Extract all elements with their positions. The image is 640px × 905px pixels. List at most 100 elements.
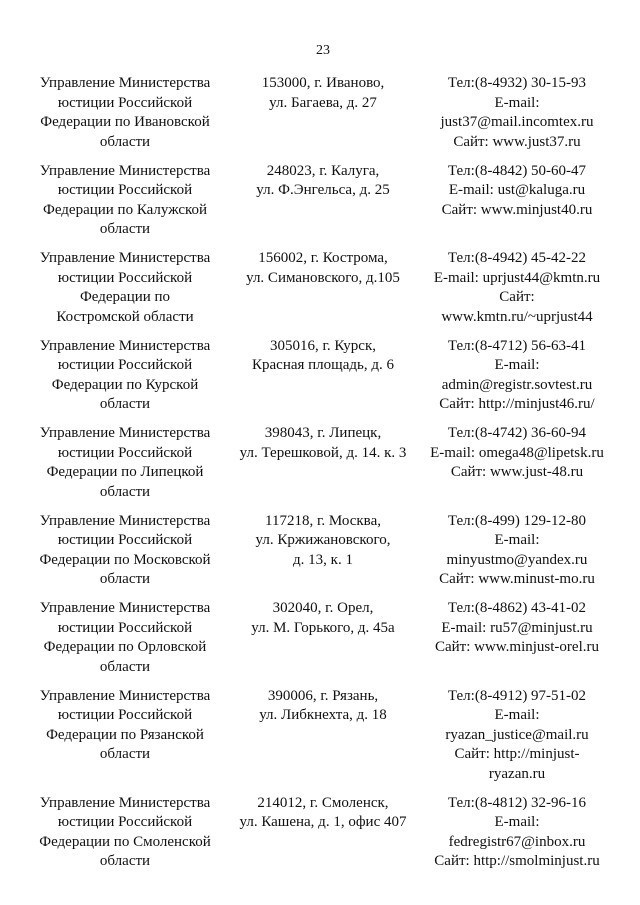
contact-info-line: minyustmo@yandex.ru bbox=[446, 551, 588, 568]
contact-info-line: Тел:(8-4812) 32-96-16 bbox=[447, 794, 587, 811]
organization-name-line: области bbox=[99, 571, 151, 587]
organization-name-line: юстиции Российской bbox=[57, 814, 193, 830]
postal-address-line: 390006, г. Рязань, bbox=[267, 687, 379, 704]
organization-name-line: Федерации по Курской bbox=[51, 376, 199, 393]
organization-name-line: Управление Министерства bbox=[39, 75, 211, 91]
organization-name-line: Федерации по bbox=[79, 289, 171, 305]
table-row: Управление Министерства юстиции Российско… bbox=[0, 74, 640, 152]
organization-name-line: Управление Министерства bbox=[39, 250, 211, 266]
organization-name: Управление Министерства юстиции Российско… bbox=[30, 162, 220, 240]
contact-info: Тел:(8-4842) 50-60-47 E-mail: ust@kaluga.… bbox=[422, 162, 612, 240]
organization-name: Управление Министерства юстиции Российско… bbox=[30, 599, 220, 677]
organization-name-line: юстиции Российской bbox=[57, 532, 193, 548]
contact-info-line: ryazan.ru bbox=[488, 765, 546, 782]
contact-info-line: E-mail: uprjust44@kmtn.ru bbox=[433, 269, 601, 286]
organization-name-line: Управление Министерства bbox=[39, 600, 211, 616]
contact-info-line: E-mail: bbox=[494, 707, 540, 723]
postal-address-line: 248023, г. Калуга, bbox=[266, 162, 380, 179]
contact-info-line: E-mail: bbox=[494, 532, 540, 548]
contact-info: Тел:(8-4932) 30-15-93 E-mail: just37@mail.… bbox=[422, 74, 612, 152]
organization-name-line: Управление Министерства bbox=[39, 512, 211, 529]
organization-name: Управление Министерства юстиции Российско… bbox=[30, 337, 220, 415]
postal-address-line: 153000, г. Иваново, bbox=[261, 75, 385, 91]
contact-info-line: Тел:(8-4932) 30-15-93 bbox=[447, 75, 587, 91]
organization-name-line: области bbox=[99, 483, 151, 500]
organization-name-line: области bbox=[99, 396, 151, 412]
directory-table: Управление Министерства юстиции Российско… bbox=[0, 74, 640, 881]
contact-info-line: E-mail: bbox=[494, 814, 540, 830]
contact-info: Тел:(8-4742) 36-60-94 E-mail: omega48@lip… bbox=[422, 424, 612, 502]
page-number: 23 bbox=[316, 43, 330, 58]
table-row: Управление Министерства юстиции Российско… bbox=[0, 687, 640, 785]
postal-address-line: 117218, г. Москва, bbox=[265, 512, 381, 529]
organization-name-line: области bbox=[99, 221, 151, 237]
contact-info: Тел:(8-4812) 32-96-16 E-mail: fedregistr67… bbox=[422, 794, 612, 872]
contact-info-line: www.kmtn.ru/~uprjust44 bbox=[441, 308, 593, 325]
organization-name: Управление Министерства юстиции Российско… bbox=[30, 512, 220, 590]
organization-name-line: Управление Министерства bbox=[39, 162, 211, 179]
organization-name-line: Федерации по Липецкой bbox=[46, 464, 204, 480]
contact-info-line: just37@mail.incomtex.ru bbox=[440, 114, 594, 130]
postal-address-line: ул. М. Горького, д. 45а bbox=[251, 619, 395, 636]
postal-address: 305016, г. Курск, Красная площадь, д. 6 bbox=[228, 337, 418, 415]
organization-name: Управление Министерства юстиции Российско… bbox=[30, 74, 220, 152]
postal-address-line: ул. Кржижановского, bbox=[255, 532, 391, 548]
organization-name-line: юстиции Российской bbox=[57, 707, 193, 723]
organization-name-line: юстиции Российской bbox=[57, 269, 193, 286]
contact-info: Тел:(8-4862) 43-41-02 E-mail: ru57@minjus… bbox=[422, 599, 612, 677]
contact-info-line: Сайт: www.just37.ru bbox=[453, 133, 581, 150]
contact-info-line: E-mail: omega48@lipetsk.ru bbox=[430, 444, 604, 461]
postal-address-line: 398043, г. Липецк, bbox=[264, 425, 382, 441]
postal-address-line: 214012, г. Смоленск, bbox=[257, 794, 389, 811]
organization-name-line: области bbox=[99, 658, 151, 675]
contact-info: Тел:(8-4942) 45-42-22 E-mail: uprjust44@k… bbox=[422, 249, 612, 327]
postal-address: 214012, г. Смоленск, ул. Кашена, д. 1, оф… bbox=[228, 794, 418, 872]
organization-name-line: Федерации по Рязанской bbox=[46, 726, 204, 743]
contact-info-line: E-mail: bbox=[494, 357, 540, 373]
organization-name-line: юстиции Российской bbox=[57, 444, 193, 461]
postal-address-line: д. 13, к. 1 bbox=[293, 551, 353, 568]
organization-name-line: Костромской области bbox=[56, 308, 194, 325]
organization-name-line: Федерации по Орловской bbox=[43, 639, 207, 655]
contact-info-line: Тел:(8-4842) 50-60-47 bbox=[447, 162, 587, 179]
organization-name-line: Управление Министерства bbox=[39, 794, 211, 811]
contact-info-line: Тел:(8-4862) 43-41-02 bbox=[447, 600, 587, 616]
postal-address-line: ул. Кашена, д. 1, офис 407 bbox=[239, 814, 407, 830]
organization-name-line: Управление Министерства bbox=[39, 687, 211, 704]
postal-address-line: ул. Либкнехта, д. 18 bbox=[259, 707, 387, 723]
contact-info-line: E-mail: bbox=[494, 94, 540, 111]
table-row: Управление Министерства юстиции Российско… bbox=[0, 249, 640, 327]
table-row: Управление Министерства юстиции Российско… bbox=[0, 794, 640, 872]
contact-info-line: ryazan_justice@mail.ru bbox=[445, 726, 589, 743]
contact-info: Тел:(8-4712) 56-63-41 E-mail: admin@regist… bbox=[422, 337, 612, 415]
organization-name-line: области bbox=[99, 746, 151, 762]
contact-info-line: Тел:(8-4912) 97-51-02 bbox=[447, 687, 587, 704]
organization-name-line: Федерации по Смоленской bbox=[39, 833, 211, 850]
contact-info-line: Сайт: www.just-48.ru bbox=[450, 464, 584, 480]
organization-name: Управление Министерства юстиции Российско… bbox=[30, 249, 220, 327]
organization-name-line: Управление Министерства bbox=[39, 425, 211, 441]
postal-address: 390006, г. Рязань, ул. Либкнехта, д. 18 bbox=[228, 687, 418, 785]
contact-info-line: Тел:(8-4942) 45-42-22 bbox=[447, 250, 587, 266]
contact-info-line: Сайт: http://minjust- bbox=[454, 746, 580, 762]
postal-address: 156002, г. Кострома, ул. Симановского, д.… bbox=[228, 249, 418, 327]
contact-info-line: Сайт: www.minjust-orel.ru bbox=[434, 639, 599, 655]
organization-name-line: области bbox=[99, 853, 151, 869]
contact-info: Тел:(8-499) 129-12-80 E-mail: minyustmo@ya… bbox=[422, 512, 612, 590]
postal-address-line: 156002, г. Кострома, bbox=[258, 250, 388, 266]
table-row: Управление Министерства юстиции Российско… bbox=[0, 337, 640, 415]
contact-info-line: E-mail: ust@kaluga.ru bbox=[448, 182, 586, 198]
contact-info-line: Сайт: http://smolminjust.ru bbox=[434, 853, 600, 869]
postal-address-line: ул. Симановского, д.105 bbox=[246, 269, 400, 286]
postal-address: 248023, г. Калуга, ул. Ф.Энгельса, д. 25 bbox=[228, 162, 418, 240]
contact-info-line: Сайт: www.minust-mo.ru bbox=[439, 571, 595, 587]
contact-info-line: Сайт: http://minjust46.ru/ bbox=[439, 396, 595, 412]
contact-info-line: Сайт: www.minjust40.ru bbox=[441, 201, 593, 218]
organization-name-line: Федерации по Ивановской bbox=[40, 114, 210, 130]
contact-info-line: fedregistr67@inbox.ru bbox=[448, 833, 586, 850]
contact-info-line: Тел:(8-499) 129-12-80 bbox=[447, 512, 587, 529]
postal-address: 398043, г. Липецк, ул. Терешковой, д. 14.… bbox=[228, 424, 418, 502]
organization-name-line: Федерации по Калужской bbox=[42, 201, 208, 218]
organization-name-line: Федерации по Московской bbox=[39, 551, 211, 568]
postal-address: 117218, г. Москва, ул. Кржижановского, д. … bbox=[228, 512, 418, 590]
